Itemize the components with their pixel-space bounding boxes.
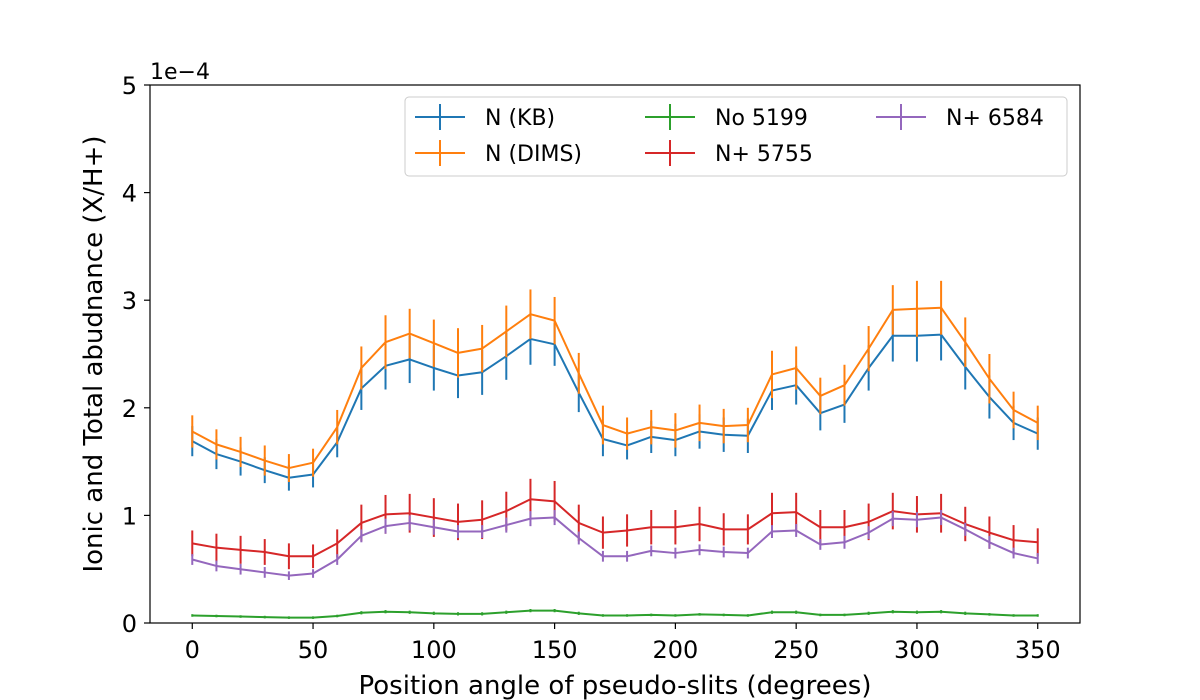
legend-label: No 5199 xyxy=(715,106,808,131)
y-tick-label: 2 xyxy=(122,395,137,423)
series-line xyxy=(192,498,1038,558)
legend: N (KB) N (DIMS) No 5199 N+ 5755 N+ 6584 xyxy=(404,96,1068,177)
series-n-dims xyxy=(191,280,1039,483)
x-tick-label: 300 xyxy=(894,636,940,664)
x-tick-label: 350 xyxy=(1015,636,1061,664)
y-tick-label: 4 xyxy=(122,180,137,208)
y-axis: 0 1 2 3 4 5 xyxy=(122,72,150,638)
legend-entry: N (DIMS) xyxy=(415,140,582,167)
x-axis-title: Position angle of pseudo-slits (degrees) xyxy=(359,671,872,700)
y-tick-label: 0 xyxy=(122,610,137,638)
series-line xyxy=(191,333,1039,479)
legend-entry: N+ 6584 xyxy=(876,104,1044,131)
series-line xyxy=(192,609,1038,619)
series-line xyxy=(191,306,1039,470)
legend-label: N (DIMS) xyxy=(485,142,582,167)
legend-entry: No 5199 xyxy=(645,104,808,131)
y-axis-title: Ionic and Total abudnance (X/H+) xyxy=(79,135,109,572)
x-tick-label: 200 xyxy=(652,636,698,664)
legend-label: N+ 5755 xyxy=(715,142,813,167)
x-tick-label: 150 xyxy=(532,636,578,664)
series-n-6584 xyxy=(191,510,1039,580)
legend-label: N+ 6584 xyxy=(946,106,1044,131)
series-no-5199 xyxy=(191,609,1039,619)
series-line xyxy=(192,516,1038,577)
y-multiplier-label: 1e−4 xyxy=(150,60,210,85)
legend-entry: N (KB) xyxy=(415,104,555,131)
y-tick-label: 1 xyxy=(122,502,137,530)
legend-entry: N+ 5755 xyxy=(645,140,813,167)
x-tick-label: 50 xyxy=(298,636,329,664)
plot-area xyxy=(191,280,1039,619)
legend-label: N (KB) xyxy=(485,106,555,131)
x-tick-label: 250 xyxy=(773,636,819,664)
x-axis: 0 50 100 150 200 250 300 350 xyxy=(185,623,1061,664)
y-tick-label: 3 xyxy=(122,287,137,315)
axes-frame xyxy=(149,84,1081,624)
y-tick-label: 5 xyxy=(122,72,137,100)
x-tick-label: 0 xyxy=(185,636,200,664)
x-tick-label: 100 xyxy=(411,636,457,664)
